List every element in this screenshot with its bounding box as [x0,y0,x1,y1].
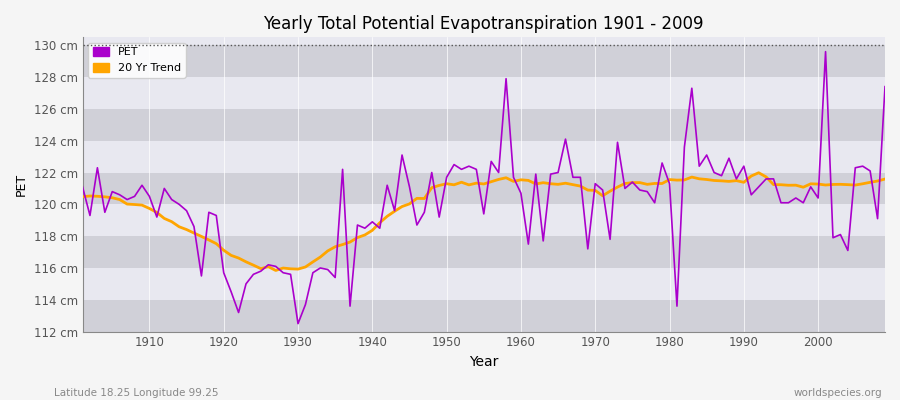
20 Yr Trend [612,185,623,190]
20 Yr Trend [516,178,526,182]
X-axis label: Year: Year [469,355,499,369]
20 Yr Trend [753,170,764,175]
Bar [83,45,885,77]
Text: Latitude 18.25 Longitude 99.25: Latitude 18.25 Longitude 99.25 [54,388,219,398]
20 Yr Trend [352,235,363,240]
Title: Yearly Total Potential Evapotranspiration 1901 - 2009: Yearly Total Potential Evapotranspiratio… [264,15,704,33]
Bar [83,300,885,332]
PET [137,183,148,188]
Line: 20 Yr Trend: 20 Yr Trend [83,173,885,270]
Legend: PET, 20 Yr Trend: PET, 20 Yr Trend [88,43,185,78]
PET [292,321,303,326]
20 Yr Trend [137,203,148,208]
PET [879,84,890,89]
PET [612,140,623,145]
20 Yr Trend [523,178,534,183]
Y-axis label: PET: PET [15,173,28,196]
Bar [83,236,885,268]
Bar [83,141,885,172]
PET [523,242,534,246]
Bar [83,172,885,204]
PET [516,191,526,196]
PET [820,49,831,54]
20 Yr Trend [270,268,281,273]
20 Yr Trend [879,177,890,182]
Bar [83,268,885,300]
PET [308,270,319,275]
Bar [83,77,885,109]
PET [352,223,363,228]
Bar [83,109,885,141]
20 Yr Trend [77,194,88,199]
Bar [83,204,885,236]
20 Yr Trend [308,260,319,264]
Line: PET: PET [83,52,885,324]
PET [77,184,88,189]
Text: worldspecies.org: worldspecies.org [794,388,882,398]
